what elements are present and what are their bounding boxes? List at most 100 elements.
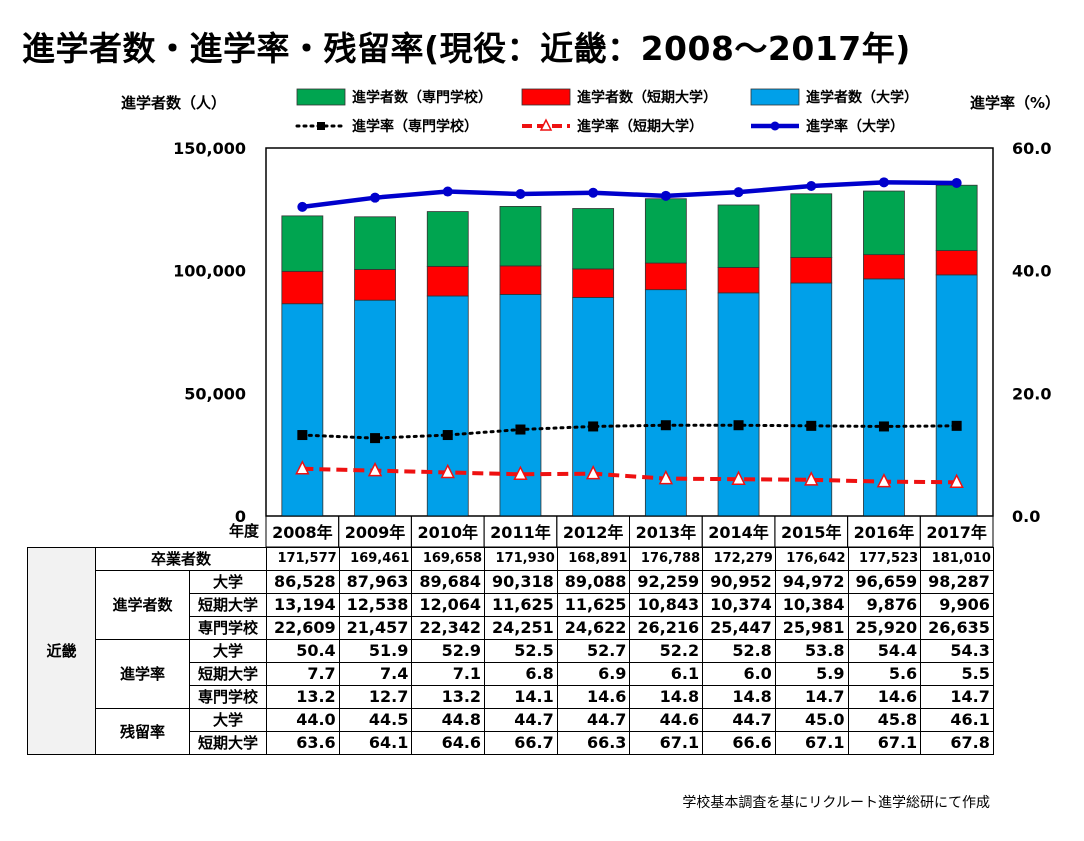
- bar-university: [281, 303, 324, 517]
- value-cell: 14.6: [847, 685, 922, 709]
- point-rate-vocational: [951, 420, 962, 431]
- bar-vocational: [572, 208, 615, 270]
- legend-rate-junior-college: 進学率（短期大学）: [522, 118, 703, 135]
- point-rate-university: [733, 187, 744, 198]
- value-cell: 10,374: [702, 593, 776, 617]
- value-cell: 54.4: [847, 639, 922, 663]
- group-label: 進学率: [95, 639, 190, 709]
- value-cell: 7.7: [266, 662, 340, 686]
- bar-junior-college: [717, 267, 760, 294]
- row-label: 大学: [189, 708, 267, 732]
- value-cell: 25,981: [774, 616, 849, 640]
- value-cell: 24,251: [484, 616, 558, 640]
- point-rate-vocational: [515, 424, 526, 435]
- point-rate-university: [951, 177, 962, 188]
- point-rate-junior-college: [658, 469, 674, 485]
- bar-junior-college: [863, 254, 905, 280]
- x-tick-label: 2014年: [708, 523, 769, 542]
- row-label: 短期大学: [189, 731, 267, 755]
- value-cell: 50.4: [266, 639, 340, 663]
- value-cell: 66.7: [484, 731, 558, 755]
- legend-junior-college-swatch: [521, 88, 571, 106]
- point-rate-vocational: [588, 421, 599, 432]
- table-row: 専門学校 22,609 21,457 22,342 24,251 24,622 26,216…: [28, 616, 994, 640]
- table-row: 進学率 大学 50.4 51.9 52.9 52.5 52.7 52.2 52.8 53.8 54.…: [28, 639, 994, 709]
- bar-vocational: [790, 193, 833, 258]
- value-cell: 44.7: [484, 708, 558, 732]
- value-cell: 12,064: [411, 593, 486, 617]
- point-rate-junior-college: [804, 471, 819, 486]
- value-cell: 10,384: [774, 593, 849, 617]
- value-cell: 45.0: [774, 708, 849, 732]
- point-rate-university: [297, 201, 308, 212]
- legend-vocational-swatch: [296, 88, 346, 106]
- value-cell: 44.5: [338, 708, 413, 732]
- value-cell: 90,318: [484, 570, 558, 594]
- graduates-cell: 177,523: [847, 547, 922, 571]
- point-rate-junior-college: [295, 460, 310, 475]
- bar-vocational: [935, 184, 978, 251]
- value-cell: 14.7: [774, 685, 849, 709]
- value-cell: 5.5: [920, 662, 994, 686]
- graduates-cell: 176,788: [629, 547, 704, 571]
- value-cell: 22,609: [266, 616, 340, 640]
- point-rate-junior-college: [731, 470, 746, 485]
- value-cell: 6.9: [556, 662, 631, 686]
- value-cell: 44.6: [629, 708, 704, 732]
- value-cell: 44.7: [702, 708, 776, 732]
- point-rate-university: [878, 177, 889, 188]
- table-row: 近畿 卒業者数 171,577 169,461 169,658 171,930 168,89…: [27, 547, 994, 755]
- point-rate-vocational: [297, 430, 308, 441]
- chart-title: 進学者数・進学率・残留率(現役：近畿：2008～2017年): [22, 29, 911, 68]
- data-table: 近畿 卒業者数 171,577 169,461 169,658 171,930 168,89…: [27, 547, 994, 755]
- graduates-cell: 171,930: [484, 547, 558, 571]
- value-cell: 64.1: [338, 731, 413, 755]
- value-cell: 86,528: [266, 570, 340, 594]
- year-axis-label: 年度: [229, 522, 260, 540]
- value-cell: 67.1: [774, 731, 849, 755]
- value-cell: 10,843: [629, 593, 704, 617]
- table-row: 残留率 大学 44.0 44.5 44.8 44.7 44.7 44.6 44.7 45.0 45.…: [28, 708, 994, 755]
- value-cell: 6.8: [484, 662, 558, 686]
- value-cell: 14.6: [556, 685, 631, 709]
- x-tick-label: 2010年: [417, 523, 478, 542]
- point-rate-junior-college: [513, 465, 528, 481]
- bar-vocational: [354, 216, 396, 270]
- value-cell: 67.1: [847, 731, 922, 755]
- value-cell: 89,088: [556, 570, 631, 594]
- value-cell: 66.6: [702, 731, 776, 755]
- row-label: 専門学校: [189, 616, 267, 640]
- table-row: 進学者数 大学 86,528 87,963 89,684 90,318 89,088 92,2…: [28, 570, 994, 640]
- point-rate-university: [370, 192, 381, 203]
- value-cell: 44.8: [411, 708, 486, 732]
- x-tick-label: 2011年: [490, 523, 551, 542]
- legend-university-label: 進学者数（大学）: [806, 89, 918, 106]
- value-cell: 11,625: [484, 593, 558, 617]
- x-tick-label: 2013年: [636, 523, 697, 542]
- point-rate-junior-college: [367, 461, 383, 477]
- right-tick-label: 40.0: [1012, 262, 1051, 281]
- bar-university: [499, 294, 542, 517]
- graduates-label: 卒業者数: [95, 547, 267, 571]
- value-cell: 6.0: [702, 662, 776, 686]
- point-rate-vocational: [806, 420, 817, 431]
- point-rate-vocational: [370, 433, 381, 444]
- value-cell: 98,287: [920, 570, 994, 594]
- value-cell: 6.1: [629, 662, 704, 686]
- graduates-cell: 181,010: [920, 547, 994, 571]
- graduates-cell: 169,658: [411, 547, 486, 571]
- source-note: 学校基本調査を基にリクルート進学総研にて作成: [682, 795, 990, 811]
- value-cell: 52.7: [556, 639, 631, 663]
- bar-junior-college: [499, 265, 542, 295]
- group-label: 残留率: [95, 708, 190, 755]
- point-rate-university: [806, 181, 817, 192]
- bar-university: [572, 297, 615, 517]
- x-tick-label: 2012年: [563, 523, 624, 542]
- graduates-cell: 171,577: [266, 547, 340, 571]
- left-tick-label: 100,000: [173, 262, 246, 281]
- point-rate-junior-college: [440, 463, 455, 479]
- x-tick-label: 2017年: [926, 523, 987, 542]
- bar-junior-college: [354, 269, 396, 301]
- legend-junior-college: 進学者数（短期大学）: [521, 88, 717, 106]
- value-cell: 11,625: [556, 593, 631, 617]
